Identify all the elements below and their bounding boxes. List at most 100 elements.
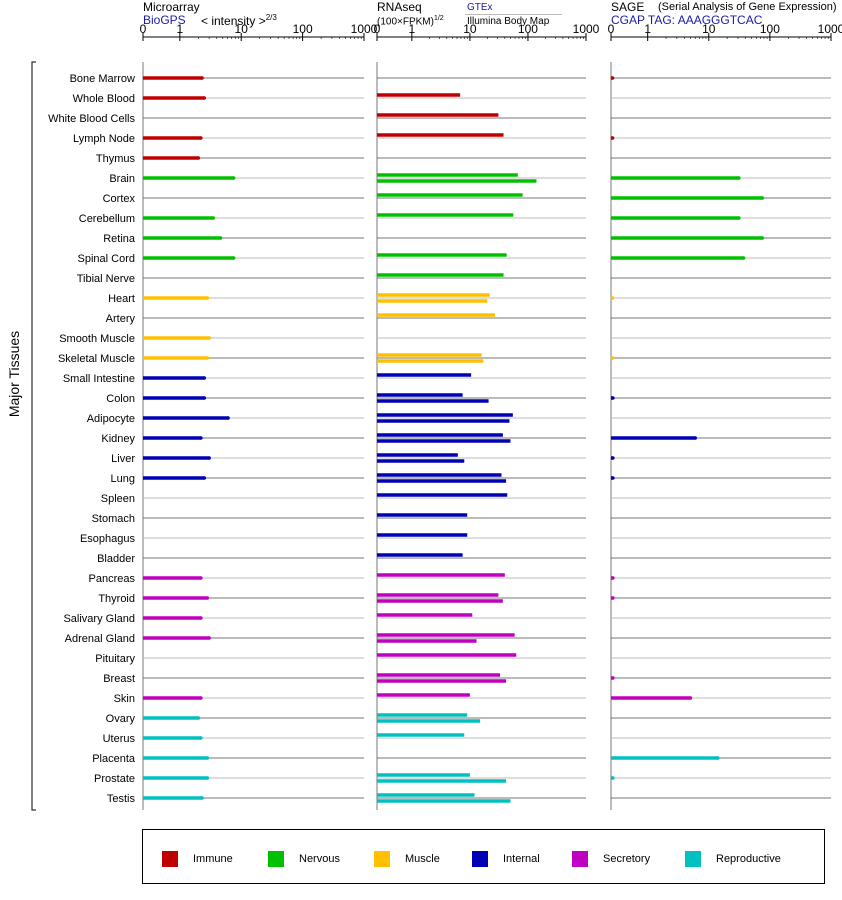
sage-tick-label: 10: [702, 22, 716, 36]
tissue-label: Prostate: [94, 773, 135, 785]
tissue-label: Liver: [111, 453, 135, 465]
microarray-bar-end: [202, 96, 207, 100]
microarray-bar-end: [199, 576, 203, 580]
microarray-bar-end: [202, 376, 207, 380]
tissue-label: Heart: [108, 293, 135, 305]
tissue-label: Breast: [103, 673, 135, 685]
legend-swatch: [685, 850, 701, 867]
tissue-label: Thyroid: [98, 593, 135, 605]
legend-swatch: [374, 850, 390, 867]
sage-tick-label: 0: [608, 22, 615, 36]
legend-label: Muscle: [405, 852, 440, 865]
tissue-label: Bladder: [97, 553, 135, 565]
microarray-bar-end: [205, 596, 210, 600]
tissue-label: Colon: [106, 393, 135, 405]
tissue-label: Esophagus: [80, 533, 136, 545]
legend-label: Secretory: [603, 852, 651, 865]
tissue-label: Kidney: [101, 433, 135, 445]
legend-item-nervous: Nervous: [268, 850, 340, 867]
microarray-tick-label: 100: [293, 22, 313, 36]
microarray-tick-label: 0: [140, 22, 147, 36]
rnaseq-tick-label: 1: [408, 22, 415, 36]
rnaseq-scale-exponent: 1/2: [433, 15, 444, 22]
legend-swatch: [472, 850, 488, 867]
sage-bar-end: [688, 696, 693, 700]
microarray-bar-end: [231, 256, 236, 260]
sage-bar-end: [611, 576, 615, 580]
legend-label: Reproductive: [716, 852, 781, 865]
microarray-bar-end: [202, 396, 207, 400]
tissue-label: Retina: [103, 233, 136, 245]
microarray-bar-end: [199, 136, 203, 140]
tissue-label: Small Intestine: [63, 373, 135, 385]
legend-label: Nervous: [299, 852, 340, 865]
tissue-label: Spleen: [101, 493, 135, 505]
tissue-label: Adrenal Gland: [65, 633, 135, 645]
sage-bar-end: [611, 676, 615, 680]
tissue-label: Testis: [107, 793, 136, 805]
sage-bar-end: [610, 76, 615, 80]
tissue-label: Tibial Nerve: [77, 273, 135, 285]
legend-item-internal: Internal: [472, 850, 540, 867]
tissue-label: Bone Marrow: [70, 73, 135, 85]
microarray-bar-end: [200, 796, 204, 800]
sage-bar-end: [693, 436, 698, 440]
sage-bar-end: [610, 296, 615, 300]
microarray-bar-end: [231, 176, 236, 180]
legend-swatch: [268, 850, 284, 867]
sage-bar-end: [611, 476, 615, 480]
microarray-bar-end: [205, 356, 210, 360]
rnaseq-scale: (100×FPKM)1/2: [377, 15, 444, 27]
illumina-source: Illumina Body Map: [467, 16, 550, 27]
rnaseq-title: RNAseq: [377, 0, 422, 14]
tissue-label: Thymus: [96, 153, 136, 165]
tissues-group-label: Major Tissues: [6, 331, 22, 417]
tissue-label: Brain: [109, 173, 135, 185]
tissue-label: Adipocyte: [87, 413, 135, 425]
tissue-label: Ovary: [106, 713, 136, 725]
legend-swatch: [572, 850, 588, 867]
sage-bar-end: [610, 136, 615, 140]
legend-item-muscle: Muscle: [374, 850, 440, 867]
tissue-label: Smooth Muscle: [59, 333, 135, 345]
microarray-source[interactable]: BioGPS: [143, 13, 186, 27]
tissue-label: Pancreas: [89, 573, 136, 585]
microarray-bar-end: [196, 156, 201, 160]
rnaseq-scale-label: (100×FPKM): [377, 16, 434, 28]
microarray-bar-end: [205, 776, 210, 780]
legend-swatch: [162, 850, 178, 867]
microarray-bar-end: [199, 616, 203, 620]
microarray-bar-end: [202, 476, 207, 480]
microarray-header: Microarray: [143, 0, 200, 14]
sage-bar-end: [611, 456, 615, 460]
tissue-label: Cortex: [103, 193, 136, 205]
sage-tick-label: 1000: [818, 22, 842, 36]
sage-title: SAGE: [611, 0, 645, 14]
gtex-source-link[interactable]: GTEx: [467, 2, 493, 13]
microarray-bar-end: [207, 636, 211, 640]
microarray-bar-end: [199, 736, 203, 740]
tissue-label: Salivary Gland: [63, 613, 135, 625]
sage-bar-end: [760, 196, 765, 200]
microarray-source-link[interactable]: BioGPS: [143, 13, 186, 27]
sage-tick-label: 1: [644, 22, 651, 36]
tissue-label: Lung: [111, 473, 135, 485]
sage-tick-label: 100: [760, 22, 780, 36]
tissue-label: Cerebellum: [79, 213, 135, 225]
tissue-label: Artery: [106, 313, 136, 325]
tissues-bracket: [31, 61, 36, 811]
legend-item-secretory: Secretory: [572, 850, 650, 867]
rnaseq-tick-label: 10: [463, 22, 477, 36]
microarray-scale-exponent: 2/3: [265, 13, 277, 22]
microarray-bar-end: [207, 336, 211, 340]
sage-tag-link[interactable]: CGAP TAG: AAAGGGTCAC: [611, 13, 763, 27]
sage-bar-end: [737, 176, 741, 180]
microarray-title: Microarray: [143, 0, 200, 14]
tissue-label: Uterus: [103, 733, 136, 745]
microarray-bar-end: [205, 296, 210, 300]
sage-bar-end: [760, 236, 765, 240]
sage-bar-end: [611, 396, 615, 400]
rnaseq-source-divider: [465, 14, 562, 15]
tissue-label: Skin: [114, 693, 135, 705]
